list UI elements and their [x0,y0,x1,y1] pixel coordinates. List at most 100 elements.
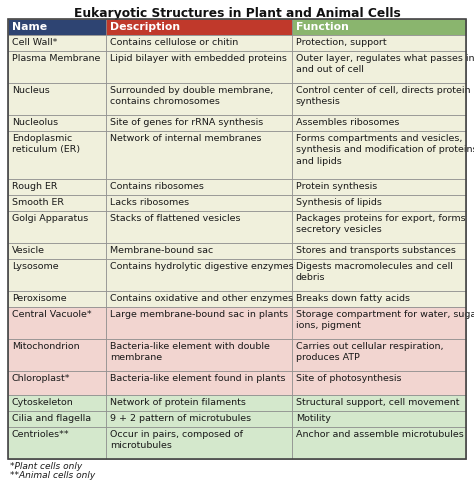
Bar [292,131,466,179]
Text: Protein synthesis: Protein synthesis [296,182,377,191]
Text: Motility: Motility [296,414,331,423]
Text: Stores and transports substances: Stores and transports substances [296,246,456,255]
Bar [107,211,292,243]
Bar [107,243,292,259]
Bar [292,291,466,307]
Text: Description: Description [110,22,181,32]
Bar [8,179,107,195]
Bar [107,83,292,115]
Text: Structural support, cell movement: Structural support, cell movement [296,398,459,407]
Bar [8,19,107,35]
Text: Network of protein filaments: Network of protein filaments [110,398,246,407]
Text: Network of internal membranes: Network of internal membranes [110,134,262,143]
Bar [292,339,466,371]
Text: Smooth ER: Smooth ER [12,198,64,207]
Bar [107,51,292,83]
Text: Vesicle: Vesicle [12,246,45,255]
Bar [8,427,107,459]
Text: Assembles ribosomes: Assembles ribosomes [296,118,399,127]
Text: Central Vacuole*: Central Vacuole* [12,310,91,319]
Bar [292,211,466,243]
Bar [292,195,466,211]
Text: Centrioles**: Centrioles** [12,430,70,439]
Bar [8,243,107,259]
Text: Storage compartment for water, sugars,
ions, pigment: Storage compartment for water, sugars, i… [296,310,474,330]
Text: Contains cellulose or chitin: Contains cellulose or chitin [110,38,239,47]
Text: Function: Function [296,22,349,32]
Text: Peroxisome: Peroxisome [12,294,67,303]
Bar [107,371,292,395]
Text: Endoplasmic
reticulum (ER): Endoplasmic reticulum (ER) [12,134,80,154]
Bar [107,35,292,51]
Bar [292,427,466,459]
Text: Synthesis of lipids: Synthesis of lipids [296,198,382,207]
Text: Cytoskeleton: Cytoskeleton [12,398,74,407]
Text: Occur in pairs, composed of
microtubules: Occur in pairs, composed of microtubules [110,430,244,450]
Bar [8,83,107,115]
Bar [8,395,107,411]
Text: Membrane-bound sac: Membrane-bound sac [110,246,214,255]
Bar [8,259,107,291]
Bar [8,411,107,427]
Bar [107,307,292,339]
Text: Cilia and flagella: Cilia and flagella [12,414,91,423]
Text: Bacteria-like element with double
membrane: Bacteria-like element with double membra… [110,342,270,362]
Bar [8,195,107,211]
Text: Site of photosynthesis: Site of photosynthesis [296,374,401,383]
Bar [292,243,466,259]
Bar [292,259,466,291]
Bar [292,395,466,411]
Bar [107,291,292,307]
Bar [8,131,107,179]
Bar [107,411,292,427]
Text: Lysosome: Lysosome [12,262,59,271]
Text: Forms compartments and vesicles,
synthesis and modification of proteins
and lipi: Forms compartments and vesicles, synthes… [296,134,474,166]
Text: Eukaryotic Structures in Plant and Animal Cells: Eukaryotic Structures in Plant and Anima… [73,7,401,19]
Bar [107,115,292,131]
Text: Protection, support: Protection, support [296,38,387,47]
Text: Plasma Membrane: Plasma Membrane [12,54,100,63]
Text: Lipid bilayer with embedded proteins: Lipid bilayer with embedded proteins [110,54,287,63]
Bar [292,19,466,35]
Bar [292,179,466,195]
Text: Outer layer, regulates what passes in
and out of cell: Outer layer, regulates what passes in an… [296,54,474,74]
Text: Contains hydrolytic digestive enzymes: Contains hydrolytic digestive enzymes [110,262,294,271]
Bar [107,195,292,211]
Bar [107,427,292,459]
Bar [8,211,107,243]
Bar [292,35,466,51]
Bar [107,339,292,371]
Bar [107,131,292,179]
Bar [292,51,466,83]
Bar [8,291,107,307]
Text: Stacks of flattened vesicles: Stacks of flattened vesicles [110,214,241,223]
Text: Contains oxidative and other enzymes: Contains oxidative and other enzymes [110,294,293,303]
Text: Breaks down fatty acids: Breaks down fatty acids [296,294,410,303]
Bar [8,115,107,131]
Text: Golgi Apparatus: Golgi Apparatus [12,214,88,223]
Text: Carries out cellular respiration,
produces ATP: Carries out cellular respiration, produc… [296,342,444,362]
Text: Mitochondrion: Mitochondrion [12,342,80,351]
Bar [8,339,107,371]
Text: Large membrane-bound sac in plants: Large membrane-bound sac in plants [110,310,289,319]
Text: Site of genes for rRNA synthesis: Site of genes for rRNA synthesis [110,118,264,127]
Bar [107,395,292,411]
Bar [8,307,107,339]
Text: **Animal cells only: **Animal cells only [10,471,95,481]
Bar [292,371,466,395]
Bar [107,179,292,195]
Bar [8,51,107,83]
Bar [292,307,466,339]
Bar [292,115,466,131]
Text: Packages proteins for export, forms
secretory vesicles: Packages proteins for export, forms secr… [296,214,465,234]
Text: 9 + 2 pattern of microtubules: 9 + 2 pattern of microtubules [110,414,252,423]
Text: *Plant cells only: *Plant cells only [10,462,82,471]
Text: Bacteria-like element found in plants: Bacteria-like element found in plants [110,374,286,383]
Text: Lacks ribosomes: Lacks ribosomes [110,198,190,207]
Bar [292,411,466,427]
Bar [8,35,107,51]
Text: Nucleus: Nucleus [12,86,50,95]
Text: Digests macromolecules and cell
debris: Digests macromolecules and cell debris [296,262,453,282]
Text: Chloroplast*: Chloroplast* [12,374,71,383]
Text: Control center of cell, directs protein
synthesis: Control center of cell, directs protein … [296,86,471,106]
